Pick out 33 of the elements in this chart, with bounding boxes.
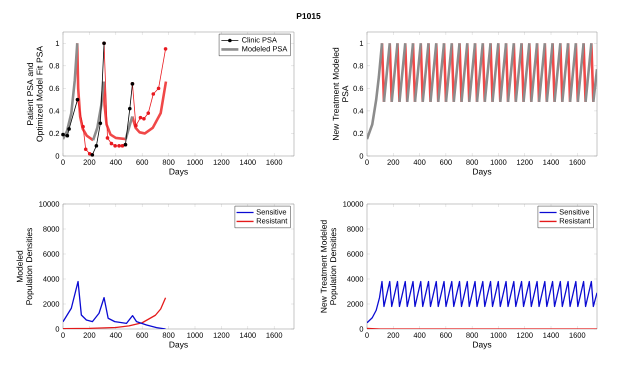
line-series	[63, 297, 166, 329]
point	[113, 144, 117, 148]
point	[151, 92, 156, 96]
point	[94, 144, 98, 148]
x-axis-title: Days	[473, 342, 492, 350]
point	[61, 132, 65, 136]
x-axis-title: Days	[170, 168, 188, 176]
point	[120, 144, 124, 148]
line-series	[63, 280, 166, 329]
point	[146, 111, 150, 115]
y-axis-title: New Treatment Modeled PSA	[332, 48, 348, 140]
y-axis-title: New Treatment Modeled Population Densities	[320, 220, 338, 312]
y-axis-title: Modeled Population Densities	[16, 228, 34, 305]
point	[138, 116, 142, 120]
point	[117, 144, 121, 148]
point	[164, 47, 168, 51]
chart-title: P1015	[296, 13, 320, 19]
point	[66, 134, 70, 138]
point	[98, 122, 102, 126]
y-axis-title: Patient PSA and Optimized Model Fit PSA	[26, 46, 44, 142]
point	[81, 124, 85, 128]
point	[84, 147, 88, 152]
point	[142, 117, 146, 121]
point	[106, 136, 110, 140]
point	[128, 106, 132, 110]
point	[67, 127, 71, 131]
point	[110, 142, 114, 146]
point	[134, 124, 138, 128]
line-series	[367, 280, 598, 324]
x-axis-title: Days	[170, 342, 188, 350]
point	[88, 152, 92, 156]
x-axis-title: Days	[473, 168, 492, 176]
point	[156, 86, 160, 90]
